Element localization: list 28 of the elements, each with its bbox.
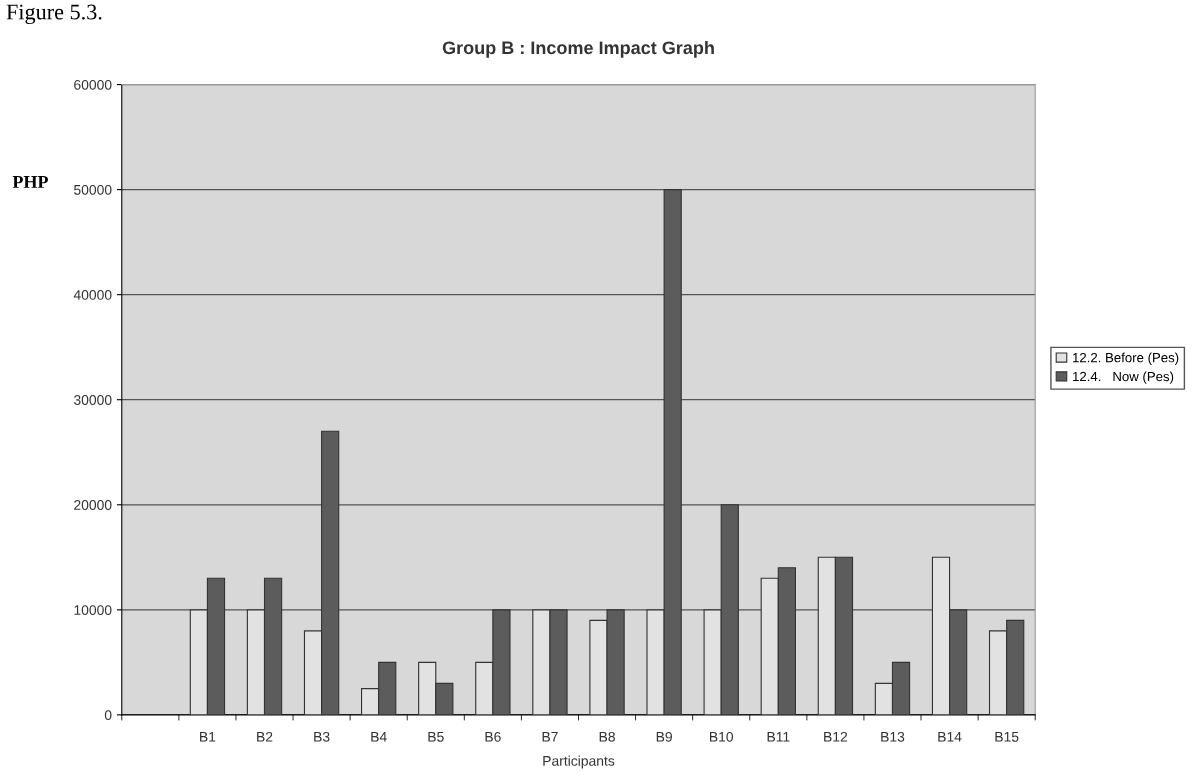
- y-axis-title: PHP: [12, 176, 48, 188]
- y-tick-label: 30000: [73, 395, 112, 405]
- x-tick-label: B13: [881, 731, 905, 742]
- x-tick-label: B12: [824, 731, 848, 742]
- x-tick-label: B1: [200, 732, 216, 742]
- x-tick-label: B3: [314, 731, 330, 742]
- x-tick-label: B14: [938, 732, 962, 742]
- x-tick-label: B9: [656, 731, 672, 742]
- y-tick-label: 40000: [73, 290, 112, 300]
- x-tick-label: B6: [485, 731, 501, 742]
- y-tick-label: 10000: [74, 605, 112, 615]
- y-tick-label: 20000: [74, 500, 112, 510]
- caption: Figure 5.3.: [6, 4, 102, 25]
- x-tick-label: B8: [599, 731, 615, 742]
- x-tick-label: B15: [995, 732, 1019, 742]
- y-tick-label: 0: [104, 710, 112, 721]
- y-tick-label: 60000: [74, 79, 112, 90]
- x-tick-label: B11: [767, 732, 790, 742]
- legend-label: 12.4. Now (Pes): [1073, 371, 1174, 384]
- x-tick-label: B10: [710, 731, 734, 742]
- y-tick-label: 50000: [74, 184, 112, 195]
- x-axis-title: Participants: [543, 755, 615, 769]
- x-tick-label: B2: [257, 731, 273, 742]
- x-tick-label: B7: [542, 732, 558, 742]
- x-tick-label: B4: [371, 732, 387, 742]
- legend-label: 12.2. Before (Pes): [1073, 352, 1179, 365]
- x-tick-label: B5: [428, 732, 444, 742]
- chart-title: Group B : Income Impact Graph: [442, 40, 714, 58]
